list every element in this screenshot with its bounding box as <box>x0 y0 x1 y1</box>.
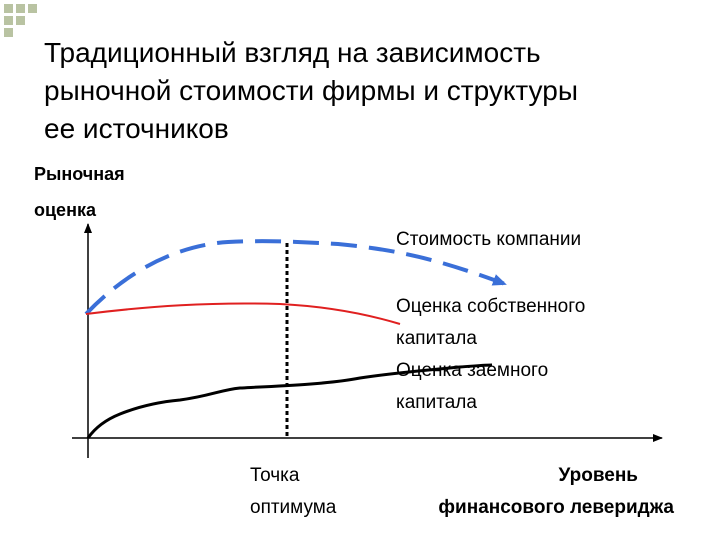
decor-square <box>16 4 25 13</box>
equity-value-label-line: Оценка собственного <box>396 296 586 317</box>
page-title: Традиционный взгляд на зависимость рыноч… <box>44 34 704 148</box>
optimum-point-label-line: оптимума <box>250 497 337 518</box>
company-value-label: Стоимость компании <box>396 224 581 256</box>
title-line: рыночной стоимости фирмы и структуры <box>44 75 578 106</box>
decor-square <box>16 16 25 25</box>
decor-square <box>4 4 13 13</box>
x-axis-label-line: Уровень <box>558 465 638 486</box>
equity-value-label-line: капитала <box>396 328 477 349</box>
decor-square <box>4 16 13 25</box>
x-axis-label: Уровень финансового левериджа <box>398 460 674 524</box>
company-value-label-line: Стоимость компании <box>396 229 582 250</box>
title-line: Традиционный взгляд на зависимость <box>44 37 541 68</box>
optimum-point-label-line: Точка <box>250 465 300 486</box>
title-line: ее источников <box>44 113 229 144</box>
debt-value-label-line: Оценка заемного <box>396 360 549 381</box>
y-axis-label-line: оценка <box>34 200 96 220</box>
optimum-point-label: Точка оптимума <box>250 460 336 524</box>
equity-value-curve <box>85 302 401 325</box>
equity-value-label: Оценка собственного капитала <box>396 291 585 355</box>
x-axis-label-line: финансового левериджа <box>438 497 674 518</box>
decor-square <box>4 28 13 37</box>
decor-square <box>28 4 37 13</box>
company-value-curve <box>84 239 507 316</box>
debt-value-curve <box>86 363 493 439</box>
y-axis-label-line: Рыночная <box>34 164 125 184</box>
debt-value-label: Оценка заемного капитала <box>396 355 548 419</box>
y-axis-label: Рыночная оценка <box>34 156 125 228</box>
debt-value-label-line: капитала <box>396 392 477 413</box>
corner-decoration <box>0 0 60 40</box>
